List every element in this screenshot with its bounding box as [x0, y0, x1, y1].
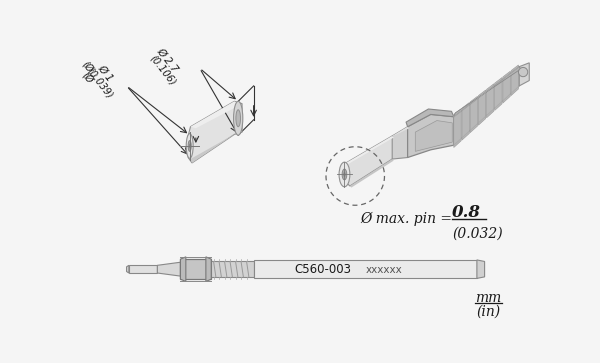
Polygon shape: [211, 261, 254, 277]
Polygon shape: [190, 101, 240, 128]
Polygon shape: [254, 260, 477, 278]
Text: (0.032): (0.032): [452, 227, 503, 241]
Polygon shape: [462, 102, 469, 140]
Ellipse shape: [188, 140, 191, 151]
Polygon shape: [454, 67, 519, 145]
Polygon shape: [157, 262, 181, 276]
Polygon shape: [190, 132, 238, 163]
Polygon shape: [181, 257, 186, 281]
Polygon shape: [511, 65, 518, 95]
Text: (0.106): (0.106): [148, 53, 178, 87]
Text: (0.039): (0.039): [85, 66, 115, 101]
Text: mm: mm: [475, 291, 502, 305]
Polygon shape: [188, 101, 242, 163]
Polygon shape: [454, 109, 461, 147]
Polygon shape: [181, 259, 211, 279]
Polygon shape: [350, 159, 394, 188]
Ellipse shape: [518, 68, 528, 77]
Polygon shape: [392, 127, 407, 159]
Ellipse shape: [233, 101, 243, 135]
Ellipse shape: [343, 172, 346, 177]
Polygon shape: [454, 67, 521, 117]
Polygon shape: [206, 257, 211, 281]
Text: (Ø: (Ø: [80, 59, 95, 74]
Ellipse shape: [186, 134, 193, 158]
Text: Ø max. pin =: Ø max. pin =: [360, 212, 452, 226]
Text: (Ø: (Ø: [80, 70, 95, 85]
Ellipse shape: [189, 144, 190, 148]
Text: xxxxxx: xxxxxx: [366, 265, 403, 275]
Polygon shape: [415, 121, 452, 151]
Polygon shape: [495, 77, 502, 110]
Polygon shape: [127, 265, 129, 273]
Polygon shape: [519, 63, 529, 86]
Text: (in): (in): [476, 305, 500, 318]
Polygon shape: [407, 114, 454, 158]
Text: Ø 1: Ø 1: [96, 63, 115, 83]
Ellipse shape: [236, 110, 241, 127]
Polygon shape: [503, 71, 510, 103]
Text: 0.8: 0.8: [452, 204, 481, 221]
Polygon shape: [346, 136, 394, 164]
Polygon shape: [477, 260, 485, 278]
Text: Ø 2.7: Ø 2.7: [155, 46, 180, 74]
Polygon shape: [392, 127, 409, 136]
Ellipse shape: [342, 169, 347, 180]
Polygon shape: [406, 109, 454, 127]
Polygon shape: [478, 90, 486, 125]
Polygon shape: [470, 96, 478, 133]
Polygon shape: [487, 84, 494, 118]
Polygon shape: [342, 136, 396, 186]
Text: C560-003: C560-003: [295, 264, 352, 277]
Ellipse shape: [339, 162, 350, 187]
Polygon shape: [129, 265, 157, 273]
